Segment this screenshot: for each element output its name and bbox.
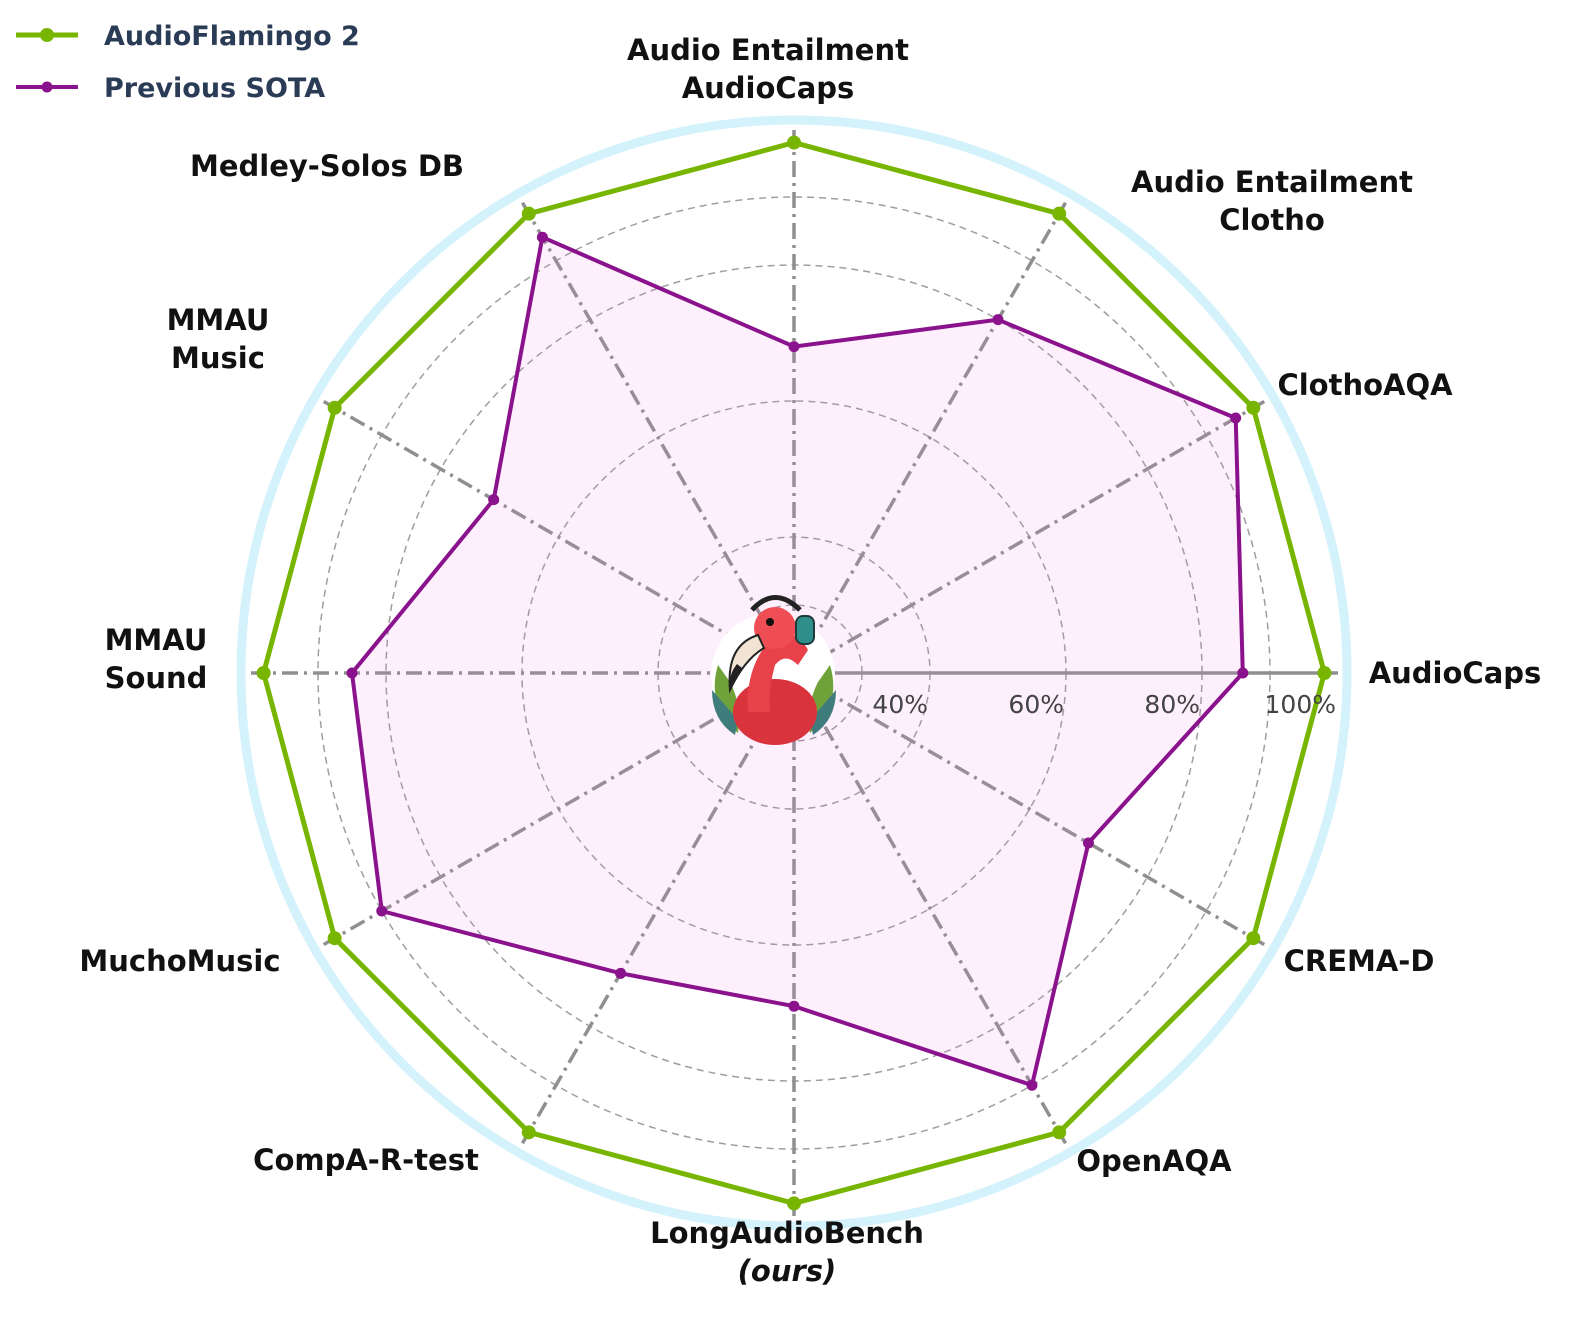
axis-spoke <box>793 399 1266 675</box>
series-point <box>376 905 388 917</box>
axis-label-line: AudioCaps <box>682 71 855 105</box>
axis-label: LongAudioBench (ours) <box>650 1216 924 1288</box>
axis-spoke <box>792 201 1068 674</box>
legend-entry[interactable]: Previous SOTA <box>104 73 325 104</box>
axis-label: AudioCaps <box>1369 656 1542 690</box>
logo-neck <box>747 634 808 712</box>
legend-swatch-marker <box>41 81 53 93</box>
axis-label-line: Clotho <box>1219 203 1325 237</box>
axis-label: ClothoAQA <box>1277 368 1453 402</box>
axis-label-line: ClothoAQA <box>1277 368 1453 402</box>
series-point <box>1317 666 1332 680</box>
axis-label-line: MMAU <box>167 303 270 337</box>
axis-label-line: Music <box>171 341 265 375</box>
logo-eye <box>766 618 774 626</box>
axis-label: MuchoMusic <box>79 944 280 978</box>
axis-label-line: CompA-R-test <box>253 1143 479 1177</box>
series-point <box>788 1000 800 1012</box>
axis-label-line: MMAU <box>105 623 208 657</box>
series-point <box>1237 667 1249 679</box>
legend[interactable]: AudioFlamingo 2 Previous SOTA <box>16 21 360 104</box>
series-point <box>787 135 801 150</box>
axis-spoke <box>520 201 796 674</box>
axis-label-line: AudioCaps <box>1369 656 1542 690</box>
series-point <box>1230 412 1242 424</box>
axis-label-line: OpenAQA <box>1076 1144 1232 1178</box>
flamingo-logo <box>711 595 836 745</box>
series-point <box>327 931 342 946</box>
series-point <box>1052 206 1067 221</box>
series-point <box>536 231 548 243</box>
axis-label: MMAU Sound <box>105 623 208 695</box>
axis-spoke <box>322 399 795 675</box>
logo-beak-tip <box>729 664 742 690</box>
radial-tick-label: 60% <box>1008 690 1064 719</box>
logo-headband <box>750 595 802 612</box>
axis-spoke <box>322 671 795 947</box>
axis-spoke <box>520 672 796 1145</box>
axis-label-line: CREMA-D <box>1284 944 1435 978</box>
axis-label-line: Audio Entailment <box>1131 165 1413 199</box>
series-point <box>521 1125 536 1140</box>
series-point <box>1026 1079 1038 1091</box>
axis-label-line: MuchoMusic <box>79 944 280 978</box>
series-point <box>1082 837 1094 849</box>
series-point <box>346 667 358 679</box>
series-point <box>615 967 627 979</box>
axis-label-line: Sound <box>105 661 208 695</box>
legend-swatch-marker <box>40 28 54 42</box>
logo-head <box>754 607 796 649</box>
axis-spoke <box>792 672 1068 1145</box>
series-point <box>256 666 271 680</box>
series-point <box>788 341 800 353</box>
series-point <box>1052 1125 1067 1140</box>
label-layer: AudioCaps ClothoAQA Audio Entailment Clotho… <box>79 33 1541 1288</box>
axis-label: CompA-R-test <box>253 1143 479 1177</box>
axis-label-line: (ours) <box>738 1254 837 1288</box>
series-point <box>992 314 1004 326</box>
axis-label: Audio Entailment AudioCaps <box>627 33 909 105</box>
logo-body <box>733 679 817 745</box>
series-point <box>327 400 342 415</box>
radial-tick-label: 100% <box>1265 690 1336 719</box>
axis-label: Medley-Solos DB <box>190 149 464 183</box>
axis-label: OpenAQA <box>1076 1144 1232 1178</box>
logo-earcup <box>795 615 815 645</box>
radial-tick-label: 40% <box>872 690 928 719</box>
series-point <box>488 494 500 506</box>
axis-label-line: LongAudioBench <box>650 1216 924 1250</box>
logo-leaf <box>810 690 836 735</box>
radial-tick-label: 80% <box>1144 690 1200 719</box>
axis-label: CREMA-D <box>1284 944 1435 978</box>
axis-label: Audio Entailment Clotho <box>1131 165 1413 237</box>
series-point <box>521 206 536 221</box>
logo-leaf <box>712 690 738 735</box>
outer-ring <box>236 115 1352 1231</box>
series-point <box>1246 931 1261 946</box>
axis-label-line: Medley-Solos DB <box>190 149 464 183</box>
axis-label: MMAU Music <box>167 303 270 375</box>
axis-spoke <box>793 671 1266 947</box>
tick-layer: 40% 60% 80% 100% <box>872 690 1336 719</box>
series-point <box>787 1196 801 1211</box>
series-point <box>1246 400 1261 415</box>
axis-label-line: Audio Entailment <box>627 33 909 67</box>
legend-entry[interactable]: AudioFlamingo 2 <box>104 21 360 52</box>
